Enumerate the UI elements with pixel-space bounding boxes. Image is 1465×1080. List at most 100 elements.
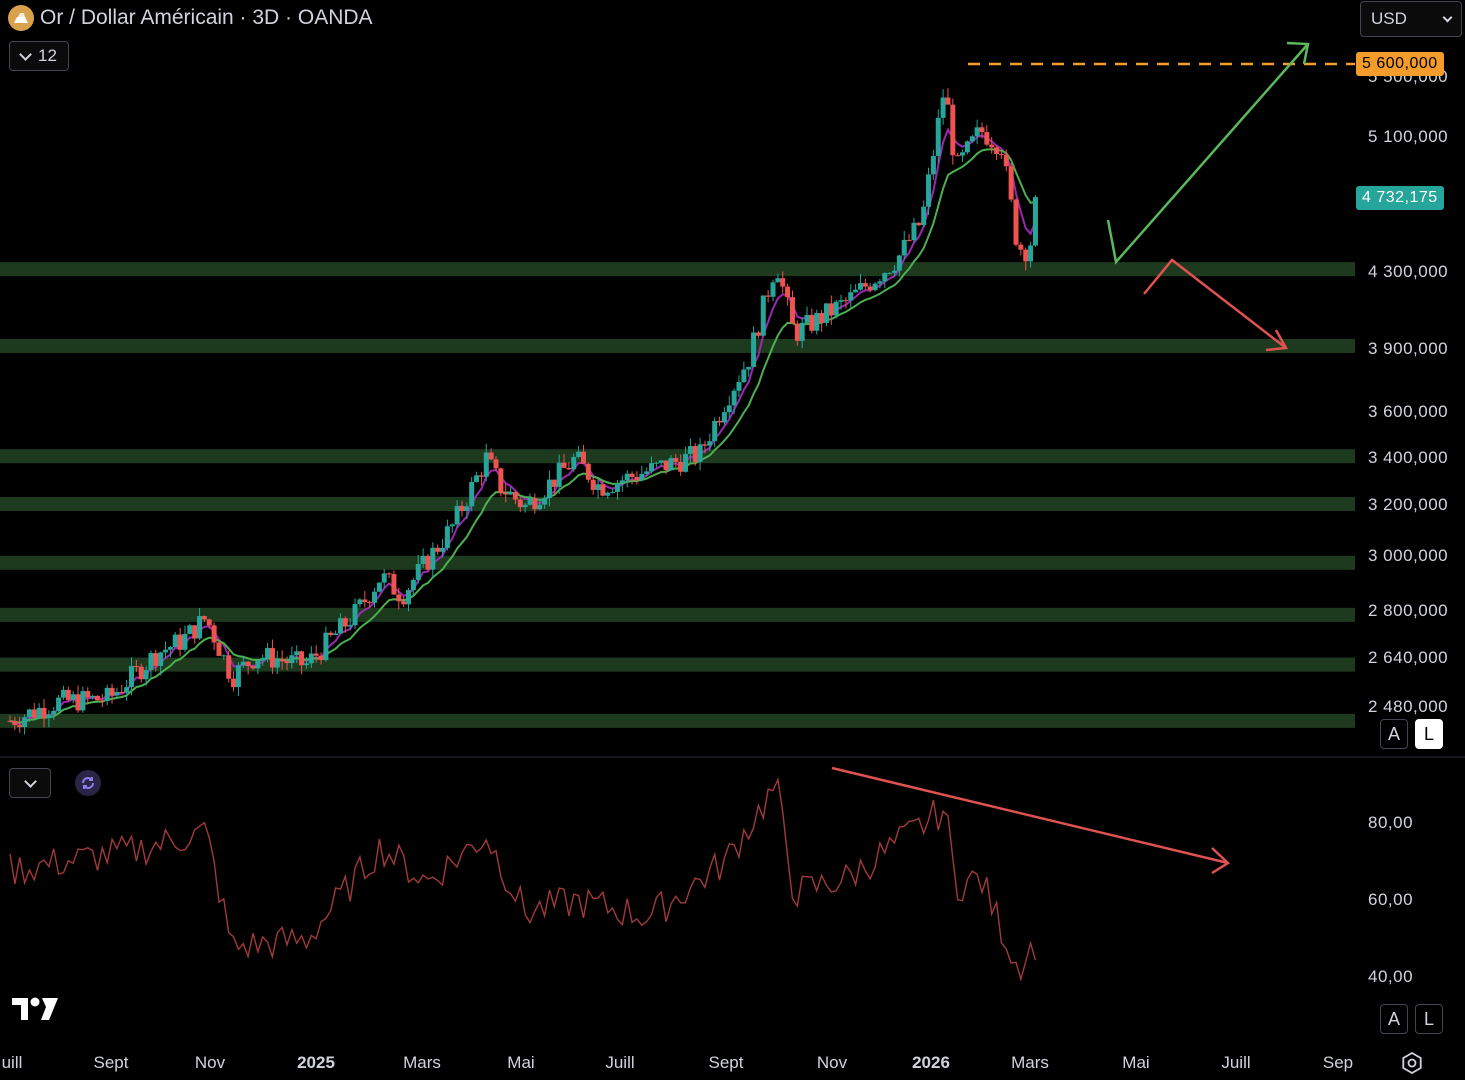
currency-select[interactable]: USD [1360, 1, 1462, 37]
candle [124, 679, 130, 701]
candle-body [313, 653, 319, 656]
candle [493, 456, 499, 471]
candle [119, 684, 125, 694]
candle-body [853, 289, 859, 293]
candle [284, 656, 290, 670]
candle-body [561, 462, 567, 468]
candle-body [274, 659, 280, 668]
candle-body [474, 475, 480, 482]
candle-body [775, 278, 781, 283]
candle [245, 661, 251, 675]
candle-body [99, 700, 105, 702]
candle-body [148, 653, 154, 671]
candle-body [425, 555, 431, 570]
candle-body [683, 453, 689, 472]
candle-body [862, 283, 868, 287]
candle [303, 657, 309, 669]
candle-body [979, 127, 985, 133]
candle [721, 407, 727, 425]
candle-body [595, 484, 601, 490]
candle-body [950, 104, 956, 156]
time-tick-label: Sept [708, 1053, 744, 1072]
candle [911, 217, 917, 243]
candle [940, 89, 946, 125]
refresh-icon[interactable] [75, 770, 101, 796]
candle-body [109, 687, 115, 696]
candle-body [508, 492, 514, 495]
candle [770, 279, 776, 302]
symbol-header[interactable]: Or / Dollar Américain · 3D · OANDA [8, 4, 373, 32]
rsi-divergence-arrow [831, 766, 1229, 865]
candle [639, 465, 645, 482]
candle-body [56, 697, 62, 711]
candle-body [1028, 245, 1034, 262]
candle-body [945, 97, 951, 105]
candle-body [22, 717, 28, 728]
candle-body [337, 618, 343, 634]
candle-body [488, 452, 494, 460]
candle [717, 416, 723, 427]
candle [804, 306, 810, 326]
candle [99, 693, 105, 708]
candle [872, 282, 878, 292]
candle [921, 200, 927, 227]
candle [950, 98, 956, 165]
candle [148, 650, 154, 680]
candle [857, 273, 863, 291]
rsi-pane [9, 777, 1037, 982]
candle-body [828, 303, 834, 316]
candle [449, 523, 455, 534]
candle-body [197, 616, 203, 639]
candle [614, 480, 620, 500]
rsi-log-scale-button[interactable]: L [1415, 1004, 1443, 1034]
candle [649, 456, 655, 474]
candle-body [342, 618, 348, 627]
candle-body [206, 619, 212, 626]
rsi-collapse-button[interactable] [9, 768, 51, 798]
candle [780, 271, 786, 294]
rsi-line [9, 777, 1037, 982]
candle-body [741, 369, 747, 383]
candle-body [396, 594, 402, 602]
candle-body [51, 710, 57, 715]
candle-body [707, 441, 713, 446]
candle-body [629, 473, 635, 478]
candle [610, 488, 616, 494]
candle [1023, 247, 1029, 271]
candle [46, 710, 52, 728]
price-tick-label: 2 800,000 [1368, 601, 1449, 621]
candle-body [352, 604, 358, 626]
candle [542, 495, 548, 509]
candle [80, 686, 86, 713]
candle [41, 699, 47, 728]
candle [226, 650, 232, 683]
candle-body [133, 666, 139, 668]
candle-body [906, 239, 912, 241]
candle [785, 283, 791, 306]
candle-body [673, 458, 679, 462]
settings-icon[interactable] [1400, 1051, 1424, 1075]
log-scale-button[interactable]: L [1415, 719, 1443, 749]
candle-body [697, 444, 703, 462]
candle [692, 443, 698, 466]
candle-body [294, 651, 300, 656]
candle [848, 284, 854, 308]
candle [474, 471, 480, 483]
candle [182, 625, 188, 653]
auto-scale-button[interactable]: A [1380, 719, 1408, 749]
candle [31, 703, 37, 720]
candle [930, 149, 936, 180]
candle [853, 284, 859, 293]
candle [794, 320, 800, 346]
candle [998, 151, 1004, 159]
candle-body [172, 634, 178, 648]
candle-body [789, 297, 795, 324]
candle [333, 630, 339, 636]
candle-body [712, 420, 718, 442]
candle [410, 577, 416, 597]
indicators-toggle-button[interactable]: 12 [9, 41, 69, 71]
candle-body [804, 314, 810, 323]
rsi-auto-scale-button[interactable]: A [1380, 1004, 1408, 1034]
candle [337, 613, 343, 634]
